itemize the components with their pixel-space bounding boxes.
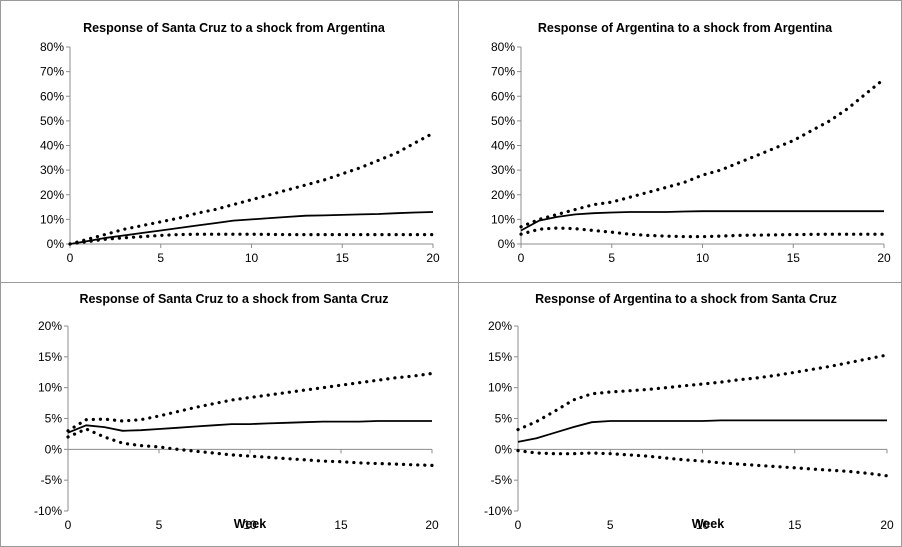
y-tick-label: 60% xyxy=(491,89,515,103)
tick-group: 0% 10% 20% 30% 40% 50% 60% 70% 80% 0 5 10 15 20 xyxy=(40,40,440,265)
y-tick-label: 40% xyxy=(40,139,64,153)
confidence-band-line xyxy=(66,427,434,467)
series-group xyxy=(66,371,434,467)
y-tick-label: -10% xyxy=(484,504,512,518)
series-group xyxy=(68,131,435,246)
x-tick-label: 10 xyxy=(696,251,710,265)
panel-santa-cruz-from-argentina: Response of Santa Cruz to a shock from A… xyxy=(0,0,458,282)
y-tick-label: 20% xyxy=(40,188,64,202)
x-tick-label: 15 xyxy=(334,518,348,532)
response-line xyxy=(67,420,432,434)
y-tick-label: -5% xyxy=(491,473,513,487)
tick-group: -10% -5% 0% 5% 10% 15% 20% 0 5 10 15 20 xyxy=(484,319,894,532)
tick-group: -10% -5% 0% 5% 10% 15% 20% 0 5 10 15 20 xyxy=(34,319,439,532)
y-tick-label: 80% xyxy=(40,40,64,54)
confidence-band-line xyxy=(68,131,435,246)
x-tick-label: 20 xyxy=(426,251,440,265)
confidence-band-line xyxy=(519,77,886,229)
series-group xyxy=(519,77,886,239)
chart-panel-0: Response of Santa Cruz to a shock from A… xyxy=(40,21,440,265)
panel-argentina-from-argentina: Response of Argentina to a shock from Ar… xyxy=(459,0,902,282)
x-axis-label: Week xyxy=(234,517,266,531)
x-tick-label: 5 xyxy=(157,251,164,265)
chart-panel-3: Response of Argentina to a shock from Sa… xyxy=(484,292,894,532)
y-tick-label: 15% xyxy=(38,350,62,364)
x-tick-label: 20 xyxy=(425,518,439,532)
y-tick-label: 20% xyxy=(491,188,515,202)
x-tick-label: 15 xyxy=(787,251,801,265)
panel-title: Response of Santa Cruz to a shock from S… xyxy=(79,292,388,306)
x-tick-label: 15 xyxy=(336,251,350,265)
y-tick-label: 0% xyxy=(45,442,63,456)
x-tick-label: 10 xyxy=(243,518,257,532)
y-tick-label: 20% xyxy=(488,319,512,333)
x-tick-label: 15 xyxy=(788,518,802,532)
y-tick-label: 70% xyxy=(40,65,64,79)
x-tick-label: 5 xyxy=(608,251,615,265)
y-tick-label: 0% xyxy=(495,442,513,456)
x-tick-label: 5 xyxy=(156,518,163,532)
y-tick-label: 0% xyxy=(498,237,516,251)
y-tick-label: 5% xyxy=(495,412,513,426)
y-tick-label: 10% xyxy=(38,381,62,395)
y-tick-label: 15% xyxy=(488,350,512,364)
y-tick-label: 10% xyxy=(40,212,64,226)
y-tick-label: -5% xyxy=(41,473,63,487)
series-group xyxy=(516,353,889,478)
x-tick-label: 0 xyxy=(515,518,522,532)
response-line xyxy=(69,211,434,245)
chart-panel-1: Response of Argentina to a shock from Ar… xyxy=(491,21,891,265)
y-tick-label: 0% xyxy=(47,237,65,251)
y-tick-label: 10% xyxy=(491,212,515,226)
y-tick-label: 30% xyxy=(491,163,515,177)
x-tick-label: 20 xyxy=(880,518,894,532)
x-tick-label: 0 xyxy=(518,251,525,265)
chart-panel-2: Response of Santa Cruz to a shock from S… xyxy=(34,292,439,532)
x-tick-label: 0 xyxy=(65,518,72,532)
y-tick-label: 70% xyxy=(491,65,515,79)
y-tick-label: 10% xyxy=(488,381,512,395)
y-tick-label: 50% xyxy=(40,114,64,128)
panel-argentina-from-santa-cruz: Response of Argentina to a shock from Sa… xyxy=(459,283,902,547)
y-tick-label: 5% xyxy=(45,412,63,426)
y-tick-label: -10% xyxy=(34,504,62,518)
panel-title: Response of Santa Cruz to a shock from A… xyxy=(83,21,386,35)
x-axis-label: Week xyxy=(692,517,724,531)
panel-title: Response of Argentina to a shock from Ar… xyxy=(538,21,833,35)
confidence-band-line xyxy=(516,449,889,478)
response-line xyxy=(517,419,887,443)
x-tick-label: 20 xyxy=(877,251,891,265)
y-tick-label: 60% xyxy=(40,89,64,103)
confidence-band-line xyxy=(516,353,889,432)
y-tick-label: 50% xyxy=(491,114,515,128)
confidence-band-line xyxy=(66,371,434,433)
x-tick-label: 5 xyxy=(607,518,614,532)
panel-title: Response of Argentina to a shock from Sa… xyxy=(535,292,837,306)
y-tick-label: 80% xyxy=(491,40,515,54)
x-tick-label: 10 xyxy=(245,251,259,265)
response-line xyxy=(520,210,884,232)
confidence-band-line xyxy=(519,226,886,239)
y-tick-label: 20% xyxy=(38,319,62,333)
x-tick-label: 0 xyxy=(67,251,74,265)
y-tick-label: 30% xyxy=(40,163,64,177)
tick-group: 0% 10% 20% 30% 40% 50% 60% 70% 80% 0 5 10 15 20 xyxy=(491,40,891,265)
x-tick-label: 10 xyxy=(696,518,710,532)
panel-santa-cruz-from-santa-cruz: Response of Santa Cruz to a shock from S… xyxy=(0,283,458,547)
y-tick-label: 40% xyxy=(491,139,515,153)
